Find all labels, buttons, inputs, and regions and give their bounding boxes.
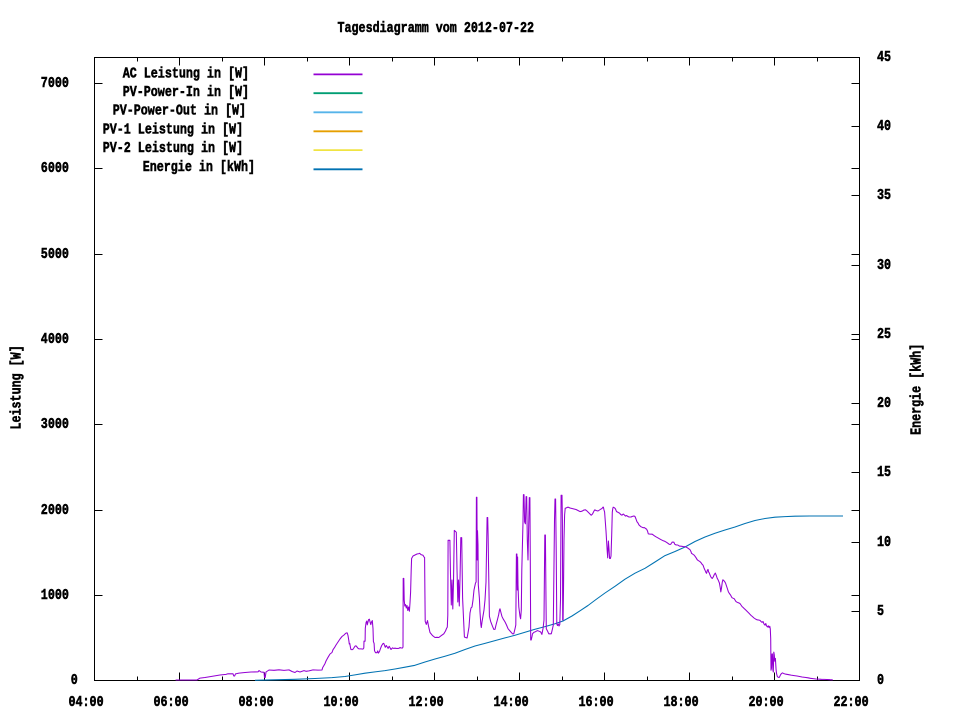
svg-text:25: 25 — [877, 327, 891, 344]
svg-text:Tagesdiagramm vom 2012-07-22: Tagesdiagramm vom 2012-07-22 — [338, 21, 535, 38]
svg-text:Energie in [kWh]: Energie in [kWh] — [143, 160, 255, 177]
svg-text:30: 30 — [877, 258, 891, 275]
svg-text:04:00: 04:00 — [69, 695, 104, 712]
svg-text:0: 0 — [877, 673, 884, 690]
svg-text:20: 20 — [877, 396, 891, 413]
svg-text:35: 35 — [877, 188, 891, 205]
svg-text:Leistung [W]: Leistung [W] — [9, 345, 26, 429]
svg-text:45: 45 — [877, 50, 891, 67]
svg-text:PV-Power-In in [W]: PV-Power-In in [W] — [123, 85, 249, 102]
svg-text:20:00: 20:00 — [749, 695, 784, 712]
svg-text:15: 15 — [877, 465, 891, 482]
svg-text:3000: 3000 — [41, 417, 69, 434]
svg-text:08:00: 08:00 — [239, 695, 274, 712]
svg-text:16:00: 16:00 — [579, 695, 614, 712]
svg-text:PV-1 Leistung in [W]: PV-1 Leistung in [W] — [103, 122, 243, 139]
svg-text:0: 0 — [71, 673, 78, 690]
svg-text:18:00: 18:00 — [664, 695, 699, 712]
svg-text:14:00: 14:00 — [494, 695, 529, 712]
svg-text:22:00: 22:00 — [834, 695, 869, 712]
svg-text:12:00: 12:00 — [409, 695, 444, 712]
svg-text:2000: 2000 — [41, 503, 69, 520]
svg-text:40: 40 — [877, 119, 891, 136]
svg-text:PV-2 Leistung in [W]: PV-2 Leistung in [W] — [103, 141, 243, 158]
svg-text:06:00: 06:00 — [154, 695, 189, 712]
svg-text:6000: 6000 — [41, 161, 69, 178]
svg-text:7000: 7000 — [41, 76, 69, 93]
svg-text:10:00: 10:00 — [324, 695, 359, 712]
svg-text:PV-Power-Out in [W]: PV-Power-Out in [W] — [113, 103, 246, 120]
svg-text:5: 5 — [877, 604, 884, 621]
svg-text:5000: 5000 — [41, 247, 69, 264]
svg-text:1000: 1000 — [41, 588, 69, 605]
svg-text:Energie [kWh]: Energie [kWh] — [909, 344, 926, 435]
svg-text:AC Leistung in [W]: AC Leistung in [W] — [123, 66, 249, 83]
svg-text:10: 10 — [877, 535, 891, 552]
svg-text:4000: 4000 — [41, 332, 69, 349]
